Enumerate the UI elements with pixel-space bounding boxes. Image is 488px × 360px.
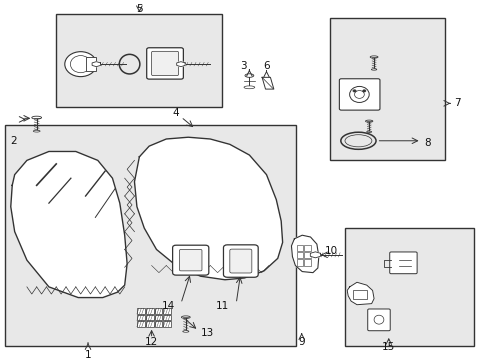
Ellipse shape: [33, 130, 40, 132]
Text: 2: 2: [10, 136, 17, 146]
Bar: [352, 291, 366, 300]
Polygon shape: [346, 282, 373, 305]
FancyBboxPatch shape: [179, 249, 202, 271]
Bar: [85, 57, 96, 71]
Text: 1: 1: [84, 350, 91, 360]
Polygon shape: [262, 77, 273, 89]
FancyBboxPatch shape: [367, 309, 389, 331]
Bar: [154, 308, 162, 314]
Bar: [304, 259, 310, 266]
Bar: [145, 308, 153, 314]
Ellipse shape: [244, 86, 254, 89]
Bar: [304, 245, 310, 251]
Ellipse shape: [244, 74, 253, 77]
Bar: [137, 321, 144, 327]
Bar: [344, 228, 473, 346]
Ellipse shape: [369, 56, 377, 58]
Text: 3: 3: [240, 61, 246, 71]
Polygon shape: [291, 235, 318, 273]
Ellipse shape: [64, 52, 96, 77]
Bar: [163, 308, 171, 314]
Text: 5: 5: [136, 4, 142, 14]
Polygon shape: [11, 152, 127, 298]
Ellipse shape: [181, 316, 190, 319]
Bar: [5, 125, 295, 346]
Text: 14: 14: [162, 301, 175, 311]
Polygon shape: [134, 137, 282, 280]
Text: 10: 10: [325, 246, 338, 256]
Text: 13: 13: [200, 328, 213, 338]
Bar: [296, 259, 303, 266]
FancyBboxPatch shape: [223, 245, 258, 277]
Ellipse shape: [183, 330, 188, 332]
FancyBboxPatch shape: [229, 249, 251, 273]
Text: 11: 11: [215, 301, 229, 311]
Text: 9: 9: [298, 337, 305, 347]
Bar: [56, 14, 222, 107]
FancyBboxPatch shape: [151, 51, 178, 76]
Text: 8: 8: [423, 138, 430, 148]
Text: 4: 4: [172, 108, 179, 118]
Text: 12: 12: [144, 337, 158, 347]
Bar: [329, 18, 444, 160]
FancyBboxPatch shape: [339, 79, 379, 110]
Ellipse shape: [362, 90, 365, 92]
Bar: [145, 315, 153, 320]
Ellipse shape: [365, 120, 372, 122]
Text: 7: 7: [453, 98, 460, 108]
FancyBboxPatch shape: [146, 48, 183, 79]
Ellipse shape: [352, 90, 355, 92]
Ellipse shape: [366, 131, 371, 132]
Bar: [304, 252, 310, 258]
Bar: [163, 315, 171, 320]
FancyBboxPatch shape: [389, 252, 416, 274]
Text: 15: 15: [381, 342, 395, 352]
Ellipse shape: [32, 116, 41, 119]
Bar: [296, 245, 303, 251]
Polygon shape: [176, 62, 185, 67]
Bar: [163, 321, 171, 327]
Polygon shape: [310, 252, 320, 258]
Bar: [137, 308, 144, 314]
Bar: [296, 252, 303, 258]
Bar: [154, 321, 162, 327]
Bar: [145, 321, 153, 327]
Bar: [154, 315, 162, 320]
Bar: [137, 315, 144, 320]
Text: 6: 6: [263, 61, 269, 71]
FancyBboxPatch shape: [172, 245, 208, 275]
Ellipse shape: [370, 69, 376, 70]
Polygon shape: [92, 62, 101, 67]
